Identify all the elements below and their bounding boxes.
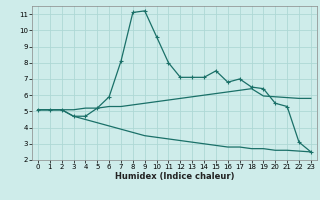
X-axis label: Humidex (Indice chaleur): Humidex (Indice chaleur) [115, 172, 234, 181]
